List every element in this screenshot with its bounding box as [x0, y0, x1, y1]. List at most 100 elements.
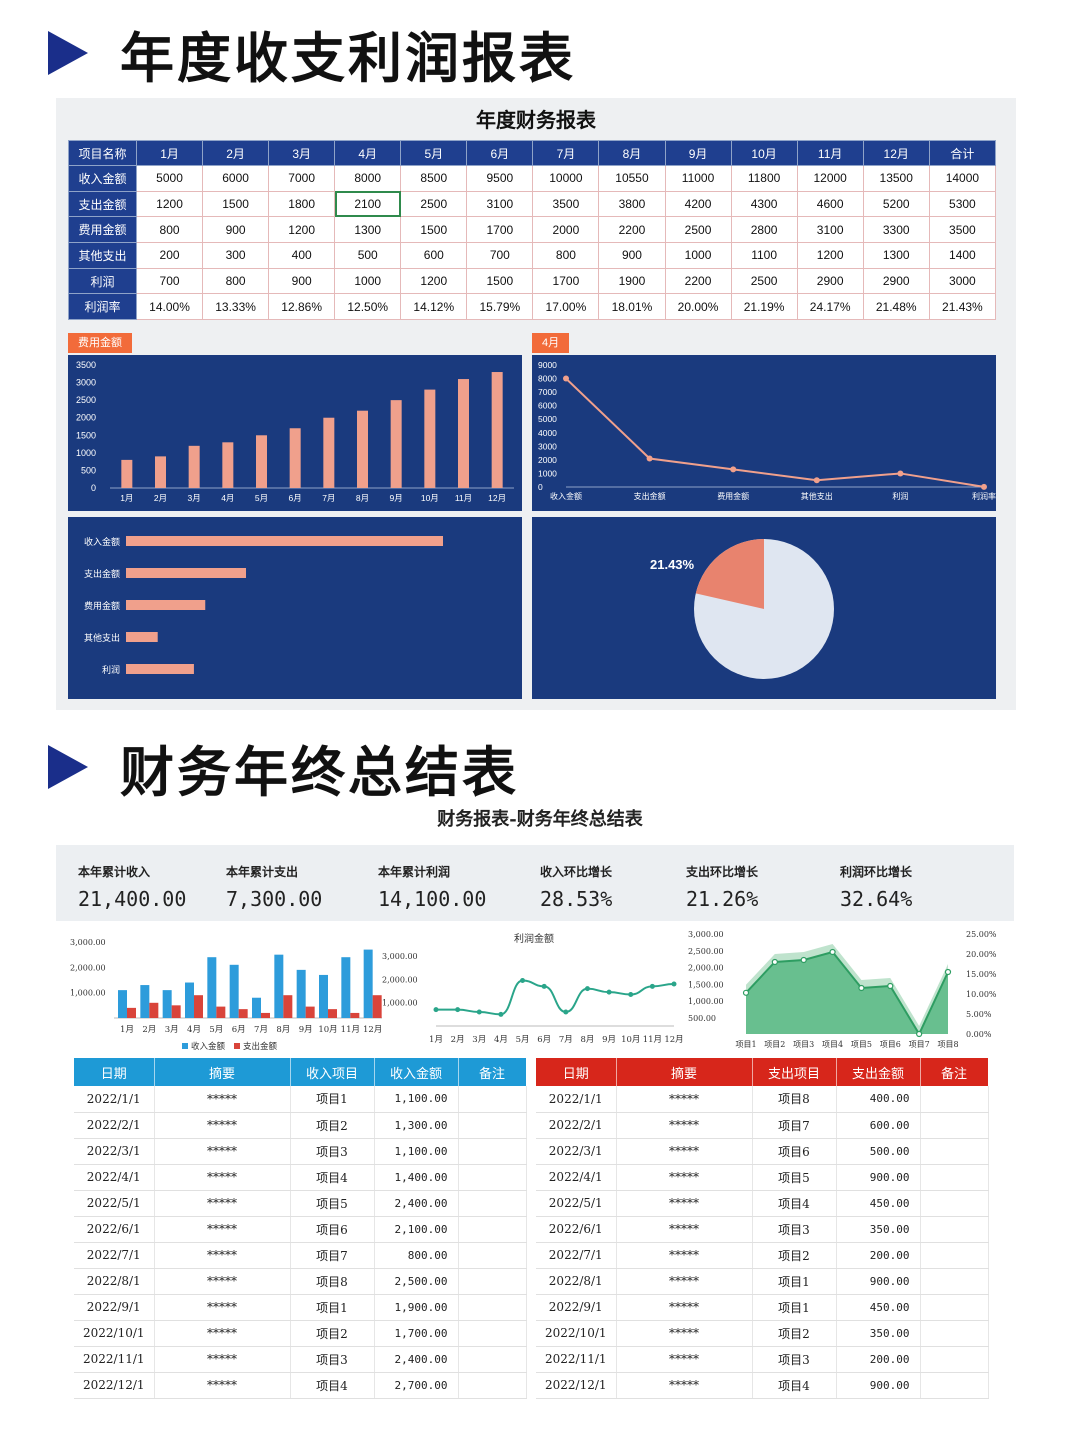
y-category-label: 其他支出	[84, 632, 120, 643]
ledger-cell: 1,100.00	[374, 1086, 459, 1113]
point-1月	[433, 1007, 439, 1013]
x-tick-label: 11月	[341, 1025, 360, 1035]
ledger-cell: 500.00	[836, 1138, 921, 1165]
y-right-tick-label: 0.00%	[966, 1030, 992, 1039]
x-tick-label: 4月	[221, 493, 234, 503]
ledger-cell: *****	[154, 1086, 291, 1113]
ledger-cell: 2022/7/1	[74, 1242, 155, 1269]
ledger-cell: *****	[154, 1138, 291, 1165]
row-label-cell: 利润率	[68, 293, 137, 321]
bar-expense-6月	[238, 1009, 248, 1018]
x-tick-label: 项目4	[822, 1040, 843, 1049]
x-tick-label: 9月	[602, 1035, 616, 1045]
x-tick-label: 7月	[322, 493, 335, 503]
bar-6月	[289, 428, 301, 488]
ledger-cell: 2022/5/1	[536, 1190, 617, 1217]
ledger-cell: 200.00	[836, 1242, 921, 1269]
ledger-cell: 2022/3/1	[74, 1138, 155, 1165]
table-cell: 15.79%	[466, 293, 534, 321]
ledger-cell: 900.00	[836, 1164, 921, 1191]
point-12月	[671, 981, 677, 987]
table-cell: 5300	[928, 190, 997, 218]
point-10月	[628, 992, 634, 997]
report-title: 年度财务报表	[476, 108, 596, 132]
bar-expense-4月	[194, 995, 203, 1018]
y-tick-label: 2,000.00	[70, 963, 106, 972]
y-tick-label: 3500	[76, 360, 96, 370]
table-cell: 9500	[466, 165, 534, 192]
x-tick-label: 5月	[255, 493, 268, 503]
ledger-cell	[458, 1164, 527, 1191]
y-tick-label: 1000	[538, 468, 557, 478]
ledger-cell: 项目2	[290, 1112, 375, 1139]
x-tick-label: 8月	[580, 1035, 594, 1045]
ledger-cell: 2022/1/1	[74, 1086, 155, 1113]
pie-slice-profit-rate	[695, 539, 764, 609]
point-项目2	[771, 958, 778, 966]
table-cell: 3100	[796, 216, 864, 244]
ledger-cell: 2022/1/1	[536, 1086, 617, 1113]
table-header-cell: 2月	[202, 140, 270, 166]
ledger-cell: 项目6	[290, 1216, 375, 1243]
point-11月	[649, 983, 655, 989]
table-cell: 900	[598, 242, 666, 269]
section-heading-annual: 年度收支利润报表	[48, 18, 576, 90]
x-tick-label: 费用金额	[717, 491, 749, 501]
chart-tag-expense: 费用金额	[68, 333, 132, 353]
table-cell: 12000	[796, 165, 864, 192]
ledger-cell	[920, 1164, 989, 1191]
kpi-label: 本年累计收入	[78, 865, 151, 879]
ledger-cell: 项目6	[752, 1138, 837, 1165]
point-项目3	[800, 956, 807, 964]
table-cell: 12.86%	[268, 293, 336, 321]
x-tick-label: 12月	[363, 1025, 382, 1035]
table-header-cell: 7月	[532, 140, 600, 166]
point-支出金额	[646, 455, 653, 462]
table-cell: 1800	[268, 190, 336, 218]
ledger-cell: 项目7	[752, 1112, 837, 1139]
ledger-cell: 项目4	[290, 1372, 375, 1399]
x-tick-label: 项目8	[937, 1040, 958, 1049]
profit-line-chart: 利润金额 1,000.00 2,000.00 3,000.00 1月 2月 3月 4月 5月 6月…	[382, 932, 684, 1045]
ledger-cell: 2022/12/1	[536, 1372, 617, 1399]
ledger-cell	[920, 1190, 989, 1217]
ledger-cell: 项目8	[752, 1086, 837, 1113]
table-cell[interactable]: 2100	[334, 190, 402, 218]
ledger-row: 2022/10/1 ***** 项目2 350.00	[536, 1320, 989, 1347]
ledger-row: 2022/2/1 ***** 项目2 1,300.00	[74, 1112, 527, 1139]
table-cell: 700	[466, 242, 534, 269]
bar-income-5月	[207, 957, 217, 1018]
ledger-cell	[920, 1138, 989, 1165]
bar-expense-2月	[149, 1002, 159, 1018]
ledger-cell: 项目1	[752, 1268, 837, 1295]
y-right-tick-label: 15.00%	[966, 970, 997, 979]
bar-income-1月	[118, 990, 127, 1018]
ledger-row: 2022/10/1 ***** 项目2 1,700.00	[74, 1320, 527, 1347]
ledger-cell: 项目4	[290, 1164, 375, 1191]
point-6月	[541, 983, 547, 989]
ledger-row: 2022/8/1 ***** 项目1 900.00	[536, 1268, 989, 1295]
table-cell: 5200	[862, 190, 930, 218]
table-header-cell: 4月	[334, 140, 402, 166]
ledger-cell: 2022/2/1	[74, 1112, 155, 1139]
x-tick-label: 1月	[429, 1035, 443, 1045]
ledger-row: 2022/3/1 ***** 项目3 1,100.00	[74, 1138, 527, 1165]
x-tick-label: 11月	[643, 1035, 662, 1045]
table-cell: 200	[135, 242, 204, 269]
ledger-cell: 项目4	[752, 1372, 837, 1399]
y-left-tick-label: 2,500.00	[688, 947, 724, 956]
income-expense-bar-chart: 1,000.00 2,000.00 3,000.00 1月 2月 3月 4月 5月 6月 7月 8月…	[70, 938, 382, 1052]
bar-12月	[491, 372, 503, 488]
ledger-cell	[458, 1268, 527, 1295]
y-right-tick-label: 25.00%	[966, 930, 997, 939]
bar-income-8月	[274, 954, 284, 1018]
table-cell: 1200	[796, 242, 864, 269]
table-cell: 24.17%	[796, 293, 864, 321]
y-category-label: 利润	[102, 664, 120, 675]
table-cell: 700	[135, 267, 204, 295]
bar-2月	[155, 456, 166, 488]
table-header-cell: 合计	[928, 140, 997, 166]
row-label-cell: 费用金额	[68, 216, 137, 244]
y-tick-label: 2,000.00	[382, 975, 418, 984]
table-row: 费用金额 800 900 1200 1300 1500 1700 2000 2200 2500 28…	[68, 216, 997, 244]
